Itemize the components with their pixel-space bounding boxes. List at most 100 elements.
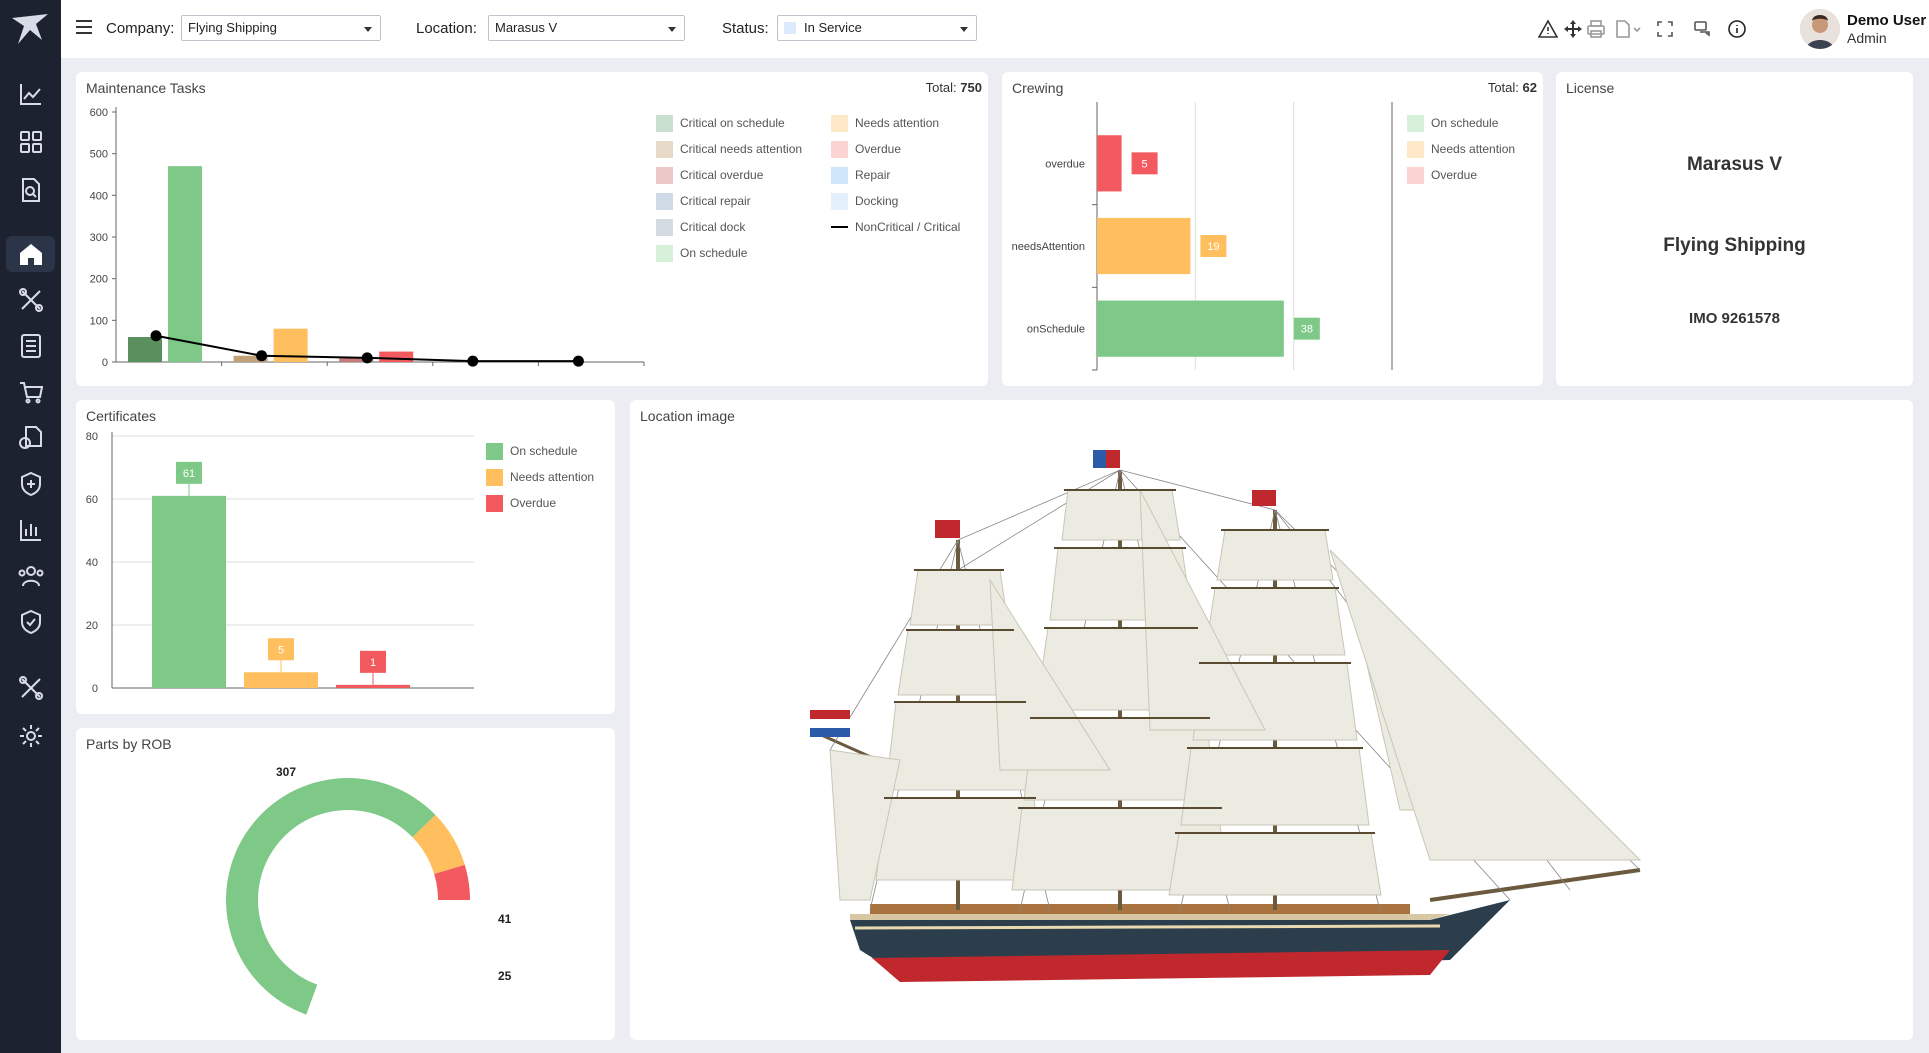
legend-swatch	[486, 442, 503, 460]
status-select-value: In Service	[804, 20, 862, 35]
app-logo[interactable]	[8, 10, 53, 50]
gauge-segment-1	[412, 814, 465, 875]
gear-icon	[19, 725, 42, 747]
total-value: 750	[960, 80, 982, 95]
y-tick-label: 300	[90, 232, 108, 244]
ratio-point	[256, 350, 268, 362]
legend-label: On schedule	[1431, 116, 1499, 130]
location-select[interactable]: Marasus V	[488, 15, 685, 41]
sidebar-item-safety[interactable]	[6, 466, 55, 502]
legend-item[interactable]: On schedule	[486, 438, 611, 464]
bar-overdue	[1097, 135, 1122, 192]
bar-1	[244, 672, 318, 688]
ratio-point	[150, 330, 162, 342]
value-label-bg	[268, 638, 294, 661]
legend-label: Needs attention	[510, 470, 595, 484]
crewing-legend: On schedule Needs attention Overdue	[1407, 110, 1537, 188]
location-image-card: Location image	[630, 400, 1913, 1040]
status-color-swatch	[784, 22, 796, 34]
bar-critical-1	[233, 355, 268, 362]
legend-label: On schedule	[680, 246, 748, 260]
value-label-bg	[1293, 317, 1320, 340]
y-tick-label: 80	[86, 431, 98, 443]
ratio-point	[467, 355, 479, 367]
sidebar-item-compliance[interactable]	[6, 604, 55, 640]
bar-chart-icon	[19, 520, 41, 541]
info-button[interactable]	[1724, 16, 1750, 42]
legend-item[interactable]: Overdue	[1407, 162, 1537, 188]
card-title: Certificates	[86, 408, 157, 424]
legend-item[interactable]: Overdue	[486, 490, 611, 516]
alert-button[interactable]	[1535, 16, 1561, 42]
legend-label: Critical repair	[680, 194, 751, 208]
value-label-bg	[360, 650, 386, 673]
sidebar-item-dashboards[interactable]	[6, 124, 55, 160]
ratio-point	[572, 355, 584, 367]
document-search-icon	[21, 178, 40, 202]
legend-label: Repair	[855, 168, 891, 182]
crewing-card: Crewing Total: 62 overdue 5 needsAttention…	[1002, 72, 1543, 386]
fullscreen-button[interactable]	[1652, 16, 1678, 42]
sidebar-item-maintenance[interactable]	[6, 282, 55, 318]
sidebar-item-reports[interactable]	[6, 512, 55, 548]
sidebar-item-crew[interactable]	[6, 558, 55, 594]
legend-item[interactable]: Repair	[831, 162, 986, 188]
sidebar-item-purchasing[interactable]	[6, 374, 55, 410]
legend-item[interactable]: Needs attention	[1407, 136, 1537, 162]
legend-item[interactable]: Critical needs attention	[656, 136, 831, 162]
value-label: 1	[370, 657, 376, 669]
card-title: Maintenance Tasks	[86, 80, 206, 96]
legend-item[interactable]: Docking	[831, 188, 986, 214]
sidebar-item-admin-tools[interactable]	[6, 670, 55, 706]
legend-item[interactable]: Critical on schedule	[656, 110, 831, 136]
print-button[interactable]	[1583, 16, 1609, 42]
status-select[interactable]: In Service	[777, 15, 977, 41]
card-title: Crewing	[1012, 80, 1064, 96]
legend-swatch	[486, 468, 503, 486]
avatar[interactable]	[1800, 9, 1840, 49]
dashboard-grid-icon	[19, 131, 42, 153]
card-title: License	[1566, 80, 1615, 96]
sidebar-item-search-documents[interactable]	[6, 172, 55, 208]
legend-item[interactable]: NonCritical / Critical	[831, 214, 986, 240]
sidebar-item-tasks[interactable]	[6, 328, 55, 364]
legend-label: Critical needs attention	[680, 142, 803, 156]
card-total: Total: 62	[1488, 80, 1537, 95]
legend-item[interactable]: Needs attention	[831, 110, 986, 136]
legend-item[interactable]: On schedule	[656, 240, 831, 266]
bar-non-critical-0	[168, 166, 202, 362]
legend-item[interactable]: On schedule	[1407, 110, 1537, 136]
parts-gauge-chart: 307 41 25	[225, 765, 512, 1015]
export-dropdown-button[interactable]	[1611, 16, 1645, 42]
legend-swatch	[656, 166, 673, 184]
value-label: 5	[1142, 158, 1148, 170]
hamburger-menu-icon[interactable]	[76, 20, 92, 34]
documents-icon	[18, 426, 42, 449]
y-tick-label: 400	[90, 190, 108, 202]
sidebar-item-documents[interactable]	[6, 420, 55, 456]
legend-item[interactable]: Critical repair	[656, 188, 831, 214]
move-arrows-icon	[1564, 20, 1582, 38]
total-value: 62	[1522, 80, 1537, 95]
legend-item[interactable]: Critical overdue	[656, 162, 831, 188]
sidebar-item-home[interactable]	[6, 236, 55, 272]
legend-item[interactable]: Critical dock	[656, 214, 831, 240]
sidebar-item-analytics[interactable]	[6, 76, 55, 112]
value-label: 61	[183, 468, 195, 480]
maintenance-tasks-card: Maintenance Tasks Total: 750 0 100 200 300 4…	[76, 72, 988, 386]
company-select[interactable]: Flying Shipping	[181, 15, 381, 41]
chat-button[interactable]	[1690, 16, 1716, 42]
bar-critical-2	[339, 357, 374, 362]
sidebar-item-settings[interactable]	[6, 718, 55, 754]
card-total: Total: 750	[926, 80, 982, 95]
info-icon	[1728, 20, 1746, 38]
y-tick-label: 200	[90, 274, 108, 286]
legend-swatch	[831, 192, 848, 210]
bar-0	[152, 495, 226, 688]
ratio-point	[361, 352, 373, 364]
tools-icon	[18, 288, 43, 312]
legend-item[interactable]: Needs attention	[486, 464, 611, 490]
legend-item[interactable]: Overdue	[831, 136, 986, 162]
user-name[interactable]: Demo User	[1847, 12, 1927, 29]
move-button[interactable]	[1560, 16, 1586, 42]
